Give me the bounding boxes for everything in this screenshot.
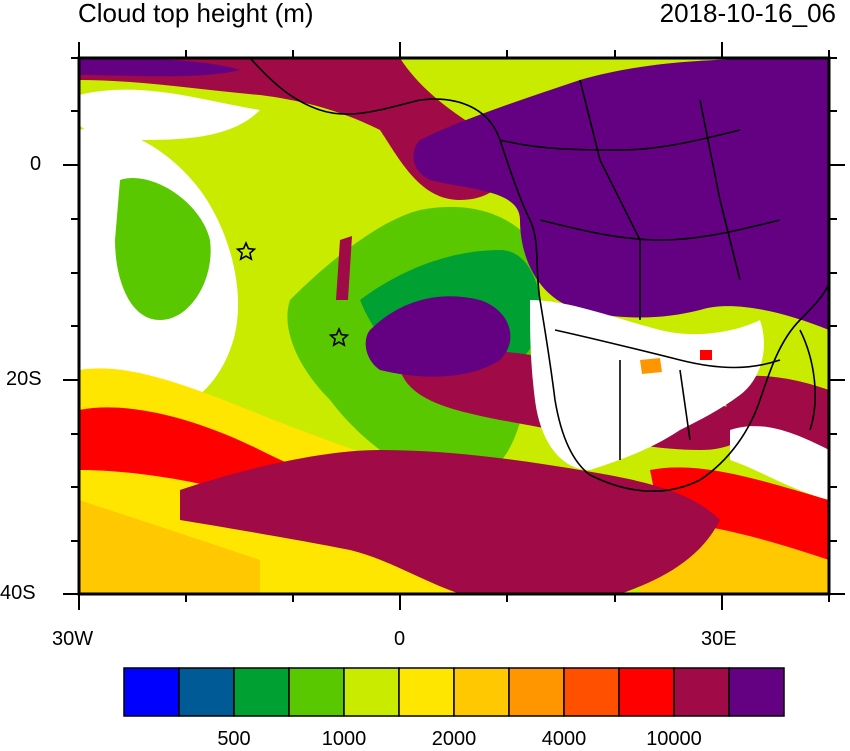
colorbar-label-2000: 2000 <box>431 728 477 750</box>
border-3 <box>554 329 781 369</box>
colorbar-swatch-11 <box>728 667 785 717</box>
colorbar <box>123 667 785 717</box>
colorbar-swatch-0 <box>123 667 180 717</box>
x-tick-label-30e: 30E <box>701 628 737 650</box>
y-tick-label-0: 0 <box>30 153 42 175</box>
colorbar-swatch-9 <box>618 667 675 717</box>
field-purple-west <box>365 296 511 377</box>
cloud-field <box>79 58 829 594</box>
colorbar-swatch-4 <box>343 667 400 717</box>
x-tick-label-30w: 30W <box>52 628 94 650</box>
colorbar-swatch-8 <box>563 667 620 717</box>
colorbar-swatch-6 <box>453 667 510 717</box>
field-crimson-north <box>79 58 508 200</box>
clear-sky-east <box>730 426 829 500</box>
border-2 <box>539 219 781 241</box>
colorbar-label-500: 500 <box>217 728 251 750</box>
field-purple-congo <box>413 58 829 330</box>
map-timestamp: 2018-10-16_06 <box>659 0 836 28</box>
field-gold-south <box>79 500 260 594</box>
border-1 <box>499 129 741 151</box>
africa-west-coast <box>249 58 829 492</box>
y-tick-label-20s: 20S <box>6 368 42 390</box>
colorbar-swatch-10 <box>673 667 730 717</box>
colorbar-label-1000: 1000 <box>321 728 367 750</box>
field-crimson-east <box>720 375 829 450</box>
field-red-se <box>650 467 829 560</box>
border-6 <box>579 79 641 320</box>
map-title: Cloud top height (m) <box>78 0 314 28</box>
y-tick-label-40s: 40S <box>0 582 36 604</box>
tick-marks <box>63 42 845 610</box>
field-crimson-south <box>180 450 720 594</box>
station-star-1 <box>235 240 257 261</box>
border-7 <box>699 99 741 281</box>
station-star-2 <box>328 326 350 347</box>
colorbar-swatch-2 <box>233 667 290 717</box>
colorbar-swatch-1 <box>178 667 235 717</box>
field-green-west <box>115 178 211 320</box>
colorbar-swatch-3 <box>288 667 345 717</box>
station-markers <box>235 240 350 347</box>
colorbar-label-10000: 10000 <box>646 728 702 750</box>
madagascar <box>799 329 816 431</box>
clear-sky-africa <box>530 300 764 470</box>
colorbar-swatch-5 <box>398 667 455 717</box>
x-tick-label-0: 0 <box>394 628 406 650</box>
colorbar-label-4000: 4000 <box>541 728 587 750</box>
field-orange-spot <box>640 358 662 374</box>
field-red-spot <box>700 350 712 360</box>
field-crimson-streak <box>336 236 352 300</box>
coastlines <box>249 58 829 492</box>
border-5 <box>679 369 691 441</box>
colorbar-swatch-7 <box>508 667 565 717</box>
clear-sky-west-2 <box>79 89 260 140</box>
field-purple-nw <box>79 58 240 77</box>
